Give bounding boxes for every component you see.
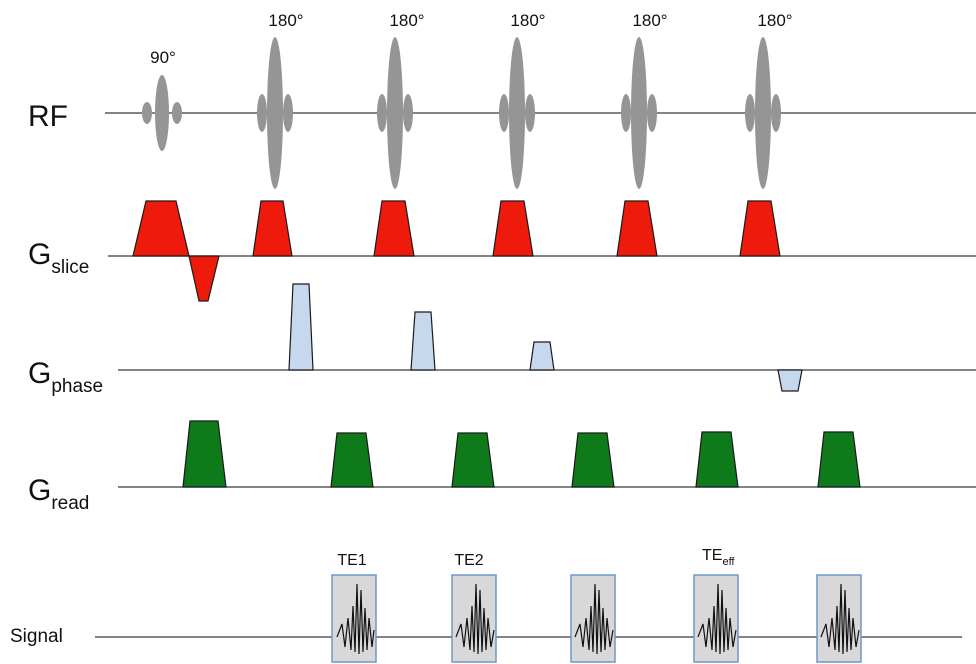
slice-select-lobe-180-3 bbox=[492, 200, 534, 257]
signal-row-label: Signal bbox=[10, 626, 63, 647]
slice-select-lobe-180-5 bbox=[739, 200, 781, 257]
echo-4 bbox=[693, 574, 739, 663]
flip-angle-180-3: 180° bbox=[510, 11, 545, 30]
read-lobe-2 bbox=[451, 432, 495, 488]
phase-encode-blip-4 bbox=[777, 369, 803, 392]
flip-angle-90: 90° bbox=[150, 48, 176, 67]
read-prephase-lobe bbox=[182, 420, 227, 488]
read-lobe-1 bbox=[330, 432, 374, 488]
read-lobe-4 bbox=[695, 431, 739, 488]
phase-encode-blip-3 bbox=[529, 341, 555, 371]
echo-1-waveform bbox=[336, 583, 375, 655]
slice-select-lobe-180-4 bbox=[616, 200, 658, 257]
echo-label-teff-main: TE bbox=[702, 547, 722, 564]
read-lobe-3 bbox=[571, 432, 615, 488]
read-lobe-5 bbox=[817, 431, 861, 488]
g-read-label: Gread bbox=[28, 474, 89, 514]
rf-pulse-180-3 bbox=[499, 37, 535, 189]
echo-3-waveform bbox=[574, 583, 614, 655]
g-slice-label: Gslice bbox=[28, 238, 89, 278]
slice-select-lobe-90 bbox=[132, 200, 190, 257]
g-slice-main: G bbox=[28, 238, 51, 271]
g-slice-sub: slice bbox=[51, 257, 89, 278]
g-read-sub: read bbox=[51, 493, 89, 514]
flip-angle-180-1: 180° bbox=[268, 11, 303, 30]
rf-pulse-180-2 bbox=[377, 37, 413, 189]
slice-select-lobe-180-1 bbox=[252, 200, 293, 257]
flip-angle-180-2: 180° bbox=[389, 11, 424, 30]
rf-pulse-90 bbox=[142, 75, 182, 151]
phase-encode-blip-1 bbox=[288, 283, 314, 371]
rf-pulse-180-5 bbox=[745, 37, 781, 189]
phase-encode-blip-2 bbox=[410, 311, 436, 371]
flip-angle-180-4: 180° bbox=[632, 11, 667, 30]
echo-5 bbox=[816, 574, 862, 663]
echo-5-waveform bbox=[820, 583, 860, 655]
g-phase-label: Gphase bbox=[28, 357, 103, 397]
slice-select-lobe-180-2 bbox=[373, 200, 415, 257]
echo-3 bbox=[570, 574, 616, 663]
echo-label-teff: TEeff bbox=[702, 547, 735, 568]
echo-label-teff-sub: eff bbox=[722, 556, 735, 568]
echo-2-waveform bbox=[455, 583, 495, 655]
echo-2 bbox=[451, 574, 497, 663]
flip-angle-180-5: 180° bbox=[757, 11, 792, 30]
echo-label-te1: TE1 bbox=[337, 552, 366, 569]
rf-pulse-180-4 bbox=[621, 37, 657, 189]
echo-1 bbox=[331, 574, 377, 663]
slice-rephase-lobe bbox=[188, 255, 220, 302]
rf-row-label: RF bbox=[28, 100, 68, 133]
g-phase-main: G bbox=[28, 357, 51, 390]
echo-label-te2: TE2 bbox=[454, 552, 483, 569]
rf-pulse-180-1 bbox=[257, 37, 293, 189]
echo-4-waveform bbox=[697, 583, 737, 655]
g-read-main: G bbox=[28, 474, 51, 507]
g-phase-sub: phase bbox=[51, 376, 103, 397]
